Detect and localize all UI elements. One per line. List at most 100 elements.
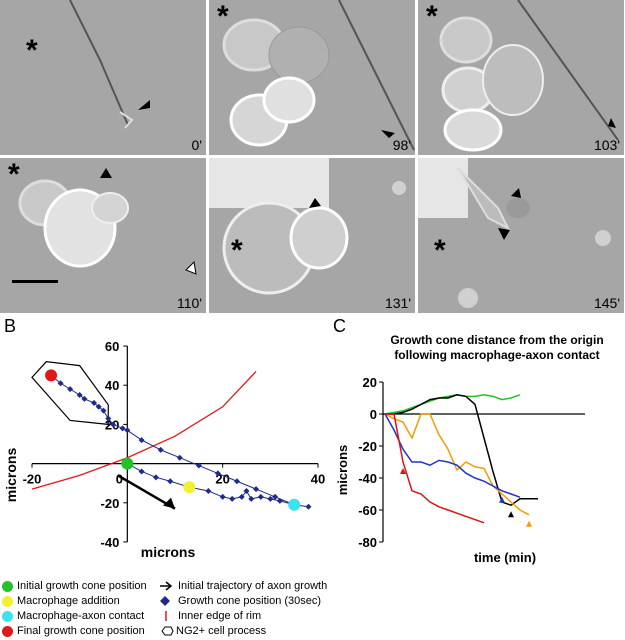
legend-rim-label: Inner edge of rim [178, 610, 262, 622]
legend-gc-position-label: Growth cone position (30sec) [178, 595, 322, 607]
gc-position-point [152, 474, 159, 481]
asterisk-marker: * [426, 0, 438, 33]
micrograph-5-image [418, 158, 624, 313]
series-line-0 [384, 394, 521, 415]
legend-final: Final growth cone position [2, 625, 145, 637]
legend-trajectory: Initial trajectory of axon growth [160, 580, 327, 592]
y-tick-label: -40 [358, 471, 377, 486]
legend-final-label: Final growth cone position [17, 625, 145, 637]
gc-position-point [81, 395, 88, 402]
gc-position-point [124, 427, 131, 434]
legend-contact-label: Macrophage-axon contact [17, 610, 145, 622]
cyan-dot-icon [2, 610, 13, 622]
asterisk-marker: * [8, 158, 20, 191]
legend-rim: Inner edge of rim [160, 610, 261, 622]
panel-b-xlabel: microns [141, 544, 196, 560]
gc-position-point [167, 478, 174, 485]
green-dot-icon [2, 580, 13, 592]
gc-position-point [138, 437, 145, 444]
frame-time: 131' [384, 295, 411, 311]
legend-gc-position: Growth cone position (30sec) [160, 595, 321, 607]
gc-position-point [95, 403, 102, 410]
red-dot-icon [2, 625, 13, 637]
yellow-dot-icon [2, 595, 13, 607]
gc-position-point [105, 415, 112, 422]
x-tick-label: 20 [215, 472, 229, 487]
gc-position-point [257, 493, 264, 500]
frame-time: 110' [177, 295, 202, 311]
y-tick-label: -20 [358, 439, 377, 454]
frame-time: 103' [593, 137, 620, 153]
micrograph-4-image [209, 158, 415, 313]
gc-position-point [238, 493, 245, 500]
gc-position-point [229, 495, 236, 502]
micrograph-1-image [209, 0, 415, 155]
asterisk-marker: * [26, 34, 38, 67]
series-line-3 [384, 413, 521, 498]
panel-b-ylabel: microns [3, 448, 19, 503]
panel-c-title-line2: following macrophage-axon contact [394, 348, 599, 362]
frame-time: 98' [392, 137, 411, 153]
legend-macrophage-label: Macrophage addition [17, 595, 120, 607]
legend-contact: Macrophage-axon contact [2, 610, 144, 622]
micrograph-2-image [418, 0, 624, 155]
micrograph-3-image [0, 158, 206, 313]
gc-position-point [219, 493, 226, 500]
panel-c-letter: C [333, 316, 346, 336]
micrograph-4: * 131' [209, 158, 415, 313]
gc-position-point [195, 462, 202, 469]
panel-c-line-chart: Growth cone distance from the origin fol… [335, 333, 604, 565]
gc-position-point [157, 446, 164, 453]
y-tick-label: -80 [358, 535, 377, 550]
trajectory-arrow-head [163, 497, 175, 509]
contact-arrowhead [508, 511, 514, 518]
gc-position-point [272, 493, 279, 500]
frame-time: 0' [191, 137, 202, 153]
gc-position-point [267, 495, 274, 502]
series-line-4 [385, 413, 485, 524]
gc-position-point [76, 392, 83, 398]
hexagon-outline-icon [161, 626, 174, 636]
y-tick-label: -60 [358, 503, 377, 518]
gc-position-point [233, 478, 240, 485]
series-line-2 [384, 413, 530, 516]
y-tick-label: 40 [105, 378, 119, 393]
panel-c-title-line1: Growth cone distance from the origin [390, 333, 603, 347]
asterisk-marker: * [217, 0, 229, 33]
gc-position-point [214, 470, 221, 477]
panel-c-xlabel: time (min) [474, 550, 536, 565]
gc-position-point [110, 421, 117, 428]
legend: Initial growth cone position Macrophage … [0, 580, 625, 640]
ng2-process-outline [31, 361, 109, 426]
micrograph-3: * 110' [0, 158, 206, 313]
contact-arrowhead [400, 468, 406, 474]
legend-trajectory-label: Initial trajectory of axon growth [178, 580, 328, 592]
legend-macrophage: Macrophage addition [2, 595, 120, 607]
contact-arrowhead [526, 520, 532, 527]
frame-time: 145' [593, 295, 620, 311]
micrograph-0-image [0, 0, 206, 155]
gc-position-point [305, 503, 312, 510]
legend-ng2: NG2+ cell process [160, 625, 266, 637]
gc-position-point [176, 454, 183, 461]
marker-final [45, 369, 58, 382]
panel-c-ylabel: microns [335, 445, 350, 496]
trajectory-arrow-shaft [117, 474, 176, 510]
legend-initial-label: Initial growth cone position [17, 580, 147, 592]
micrograph-2: * 103' [418, 0, 624, 155]
gc-position-point [205, 488, 212, 495]
y-tick-label: 20 [363, 375, 377, 390]
y-tick-label: -40 [101, 535, 120, 550]
gc-position-point [90, 399, 97, 406]
y-tick-label: 60 [105, 339, 119, 354]
diamond-icon [160, 596, 170, 606]
gc-position-point [243, 488, 250, 495]
marker-macrophage [183, 481, 196, 494]
micrograph-5: * 145' [418, 158, 624, 313]
contact-arrowhead [499, 496, 505, 503]
gc-position-point [119, 425, 126, 432]
x-tick-label: 0 [116, 472, 123, 487]
gc-position-point [253, 486, 260, 493]
gc-track-line [50, 375, 295, 506]
